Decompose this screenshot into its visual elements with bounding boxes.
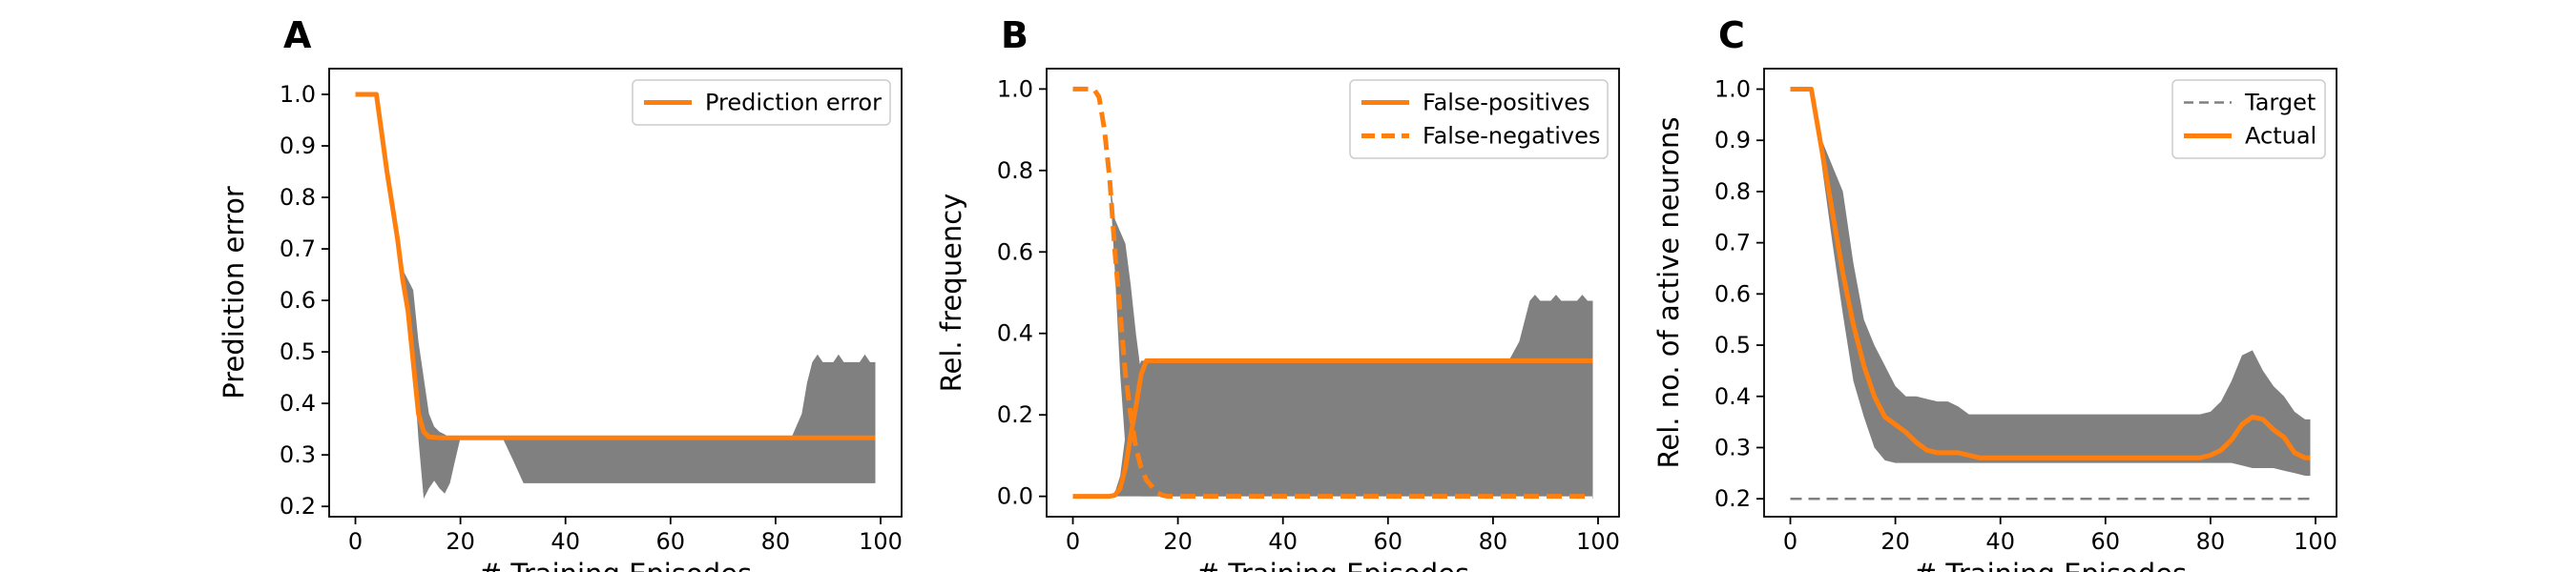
series-line — [355, 92, 876, 440]
y-axis-label: Rel. no. of active neurons — [1652, 117, 1685, 469]
y-tick-label: 0.5 — [1714, 332, 1751, 358]
x-tick-label: 40 — [1985, 528, 2015, 555]
legend: False-positives False-negatives — [1349, 79, 1609, 159]
legend: Target Actual — [2171, 79, 2326, 159]
confidence-band — [355, 94, 876, 500]
x-tick-label: 80 — [761, 528, 791, 555]
legend-label: Actual — [2245, 123, 2316, 150]
x-tick-label: 100 — [2294, 528, 2337, 555]
x-tick-label: 0 — [1066, 528, 1080, 555]
y-tick-label: 0.4 — [1714, 383, 1751, 410]
x-axis-label: # Training Episodes — [479, 558, 752, 572]
y-tick-label: 0.3 — [280, 441, 316, 468]
y-tick-label: 1.0 — [1714, 75, 1751, 102]
plot-frame — [328, 68, 903, 518]
x-tick-label: 100 — [859, 528, 903, 555]
y-tick-label: 0.7 — [1714, 230, 1751, 256]
panel-letter: B — [1001, 14, 1028, 56]
y-tick-label: 1.0 — [280, 81, 316, 108]
legend-box — [632, 79, 891, 126]
y-tick-label: 0.8 — [1714, 178, 1751, 205]
x-axis-label: # Training Episodes — [1196, 558, 1469, 572]
y-tick-label: 0.6 — [997, 238, 1033, 265]
y-tick-label: 0.2 — [280, 493, 316, 520]
legend-box — [2171, 79, 2326, 159]
y-tick-label: 0.2 — [1714, 485, 1751, 512]
legend-label: False-negatives — [1423, 123, 1600, 150]
x-tick-label: 100 — [1576, 528, 1620, 555]
y-tick-label: 1.0 — [997, 75, 1033, 102]
y-tick-label: 0.4 — [280, 390, 316, 417]
plot-frame — [1763, 68, 2337, 518]
legend-label: False-positives — [1423, 90, 1590, 116]
series-line — [1072, 86, 1593, 500]
x-axis-label: # Training Episodes — [1914, 558, 2187, 572]
y-tick-label: 0.5 — [280, 338, 316, 365]
confidence-band — [1790, 89, 2311, 476]
y-tick-label: 0.7 — [280, 235, 316, 262]
y-tick-label: 0.9 — [280, 133, 316, 159]
panel-a: A 0 20 40 60 80 100 0.2 0.3 0.4 0.5 0.6 0.7 0.8 0.9 1.0… — [218, 14, 903, 572]
y-tick-label: 0.4 — [997, 320, 1033, 347]
x-tick-label: 80 — [1479, 528, 1508, 555]
series-line — [1072, 358, 1593, 500]
x-tick-label: 20 — [1163, 528, 1193, 555]
y-tick-label: 0.0 — [997, 483, 1033, 510]
y-tick-label: 0.2 — [997, 401, 1033, 428]
x-tick-label: 60 — [1374, 528, 1403, 555]
x-tick-label: 80 — [2196, 528, 2226, 555]
x-tick-label: 0 — [1783, 528, 1797, 555]
y-axis-label: Prediction error — [218, 186, 250, 399]
panel-letter: C — [1718, 14, 1745, 56]
y-tick-label: 0.3 — [1714, 434, 1751, 460]
y-axis-label: Rel. frequency — [935, 194, 967, 393]
x-tick-label: 40 — [1268, 528, 1298, 555]
legend-label: Prediction error — [705, 90, 882, 116]
y-tick-label: 0.8 — [280, 184, 316, 211]
legend-box — [1349, 79, 1609, 159]
plot-frame — [1046, 68, 1620, 518]
y-tick-label: 0.6 — [280, 287, 316, 314]
x-tick-label: 60 — [656, 528, 686, 555]
confidence-band — [1072, 295, 1593, 497]
y-tick-label: 0.9 — [1714, 127, 1751, 153]
panel-b: B 0 20 40 60 80 100 0.0 0.2 0.4 0.6 0.8 1.0 # Trainin… — [935, 14, 1620, 572]
panel-c: C 0 20 40 60 80 100 0.2 0.3 0.4 0.5 0.6 0.7 0.8 0.9 1.0… — [1652, 14, 2337, 572]
x-tick-label: 20 — [446, 528, 475, 555]
y-tick-label: 0.8 — [997, 157, 1033, 184]
panel-letter: A — [283, 14, 312, 56]
legend: Prediction error — [632, 79, 891, 126]
x-tick-label: 40 — [551, 528, 580, 555]
x-tick-label: 60 — [2091, 528, 2121, 555]
y-tick-label: 0.6 — [1714, 280, 1751, 307]
x-tick-label: 0 — [348, 528, 363, 555]
series-line — [1790, 87, 2311, 460]
x-tick-label: 20 — [1880, 528, 1910, 555]
legend-label: Target — [2244, 90, 2316, 116]
